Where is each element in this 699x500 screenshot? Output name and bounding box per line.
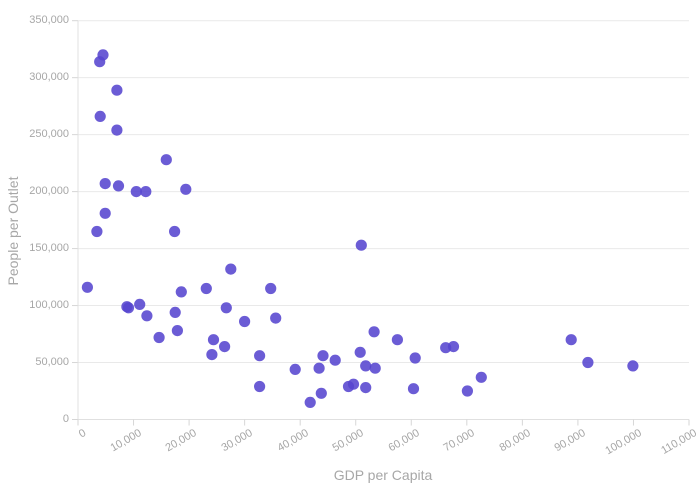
data-point[interactable] <box>160 154 172 166</box>
data-point[interactable] <box>111 124 123 136</box>
data-point[interactable] <box>111 84 123 96</box>
data-point[interactable] <box>169 225 181 238</box>
data-point[interactable] <box>175 286 187 298</box>
data-point[interactable] <box>360 360 372 372</box>
data-point[interactable] <box>99 178 111 190</box>
y-tick-label: 200,000 <box>29 185 69 198</box>
data-point[interactable] <box>200 282 212 295</box>
data-point[interactable] <box>99 207 111 219</box>
data-point[interactable] <box>355 239 367 251</box>
data-point[interactable] <box>369 362 381 374</box>
y-tick-label: 50,000 <box>35 356 69 369</box>
data-point[interactable] <box>94 110 106 122</box>
y-tick-label: 250,000 <box>29 128 69 141</box>
data-point[interactable] <box>134 298 146 310</box>
data-point[interactable] <box>239 315 251 328</box>
data-point[interactable] <box>206 349 218 361</box>
data-point[interactable] <box>153 331 165 344</box>
data-point[interactable] <box>225 263 237 275</box>
data-point[interactable] <box>254 350 266 362</box>
data-point[interactable] <box>582 356 594 369</box>
data-point[interactable] <box>313 362 325 374</box>
data-point[interactable] <box>360 382 372 394</box>
data-point[interactable] <box>265 282 277 295</box>
data-point[interactable] <box>347 378 360 390</box>
data-point[interactable] <box>368 326 380 338</box>
data-point[interactable] <box>475 371 487 383</box>
data-point[interactable] <box>91 225 103 238</box>
data-point[interactable] <box>254 380 266 393</box>
y-tick-label: 150,000 <box>29 242 69 255</box>
x-axis-title: GDP per Capita <box>333 467 433 483</box>
data-point[interactable] <box>315 387 327 399</box>
data-point[interactable] <box>141 310 153 322</box>
data-point[interactable] <box>627 360 639 372</box>
data-point[interactable] <box>391 334 403 346</box>
data-point[interactable] <box>317 350 329 362</box>
data-point[interactable] <box>130 186 142 198</box>
data-point[interactable] <box>81 281 93 293</box>
data-point[interactable] <box>329 354 341 366</box>
data-point[interactable] <box>407 383 420 395</box>
data-point[interactable] <box>207 334 220 346</box>
y-tick-label: 0 <box>62 413 69 425</box>
data-point[interactable] <box>354 346 366 358</box>
y-tick-label: 300,000 <box>29 71 69 84</box>
data-point[interactable] <box>461 385 473 397</box>
data-point[interactable] <box>171 325 183 337</box>
y-axis-title: People per Outlet <box>5 176 21 286</box>
data-point[interactable] <box>112 180 125 192</box>
data-point[interactable] <box>304 396 316 408</box>
y-tick-label: 100,000 <box>29 299 69 312</box>
data-point[interactable] <box>97 49 109 61</box>
data-point[interactable] <box>140 186 152 198</box>
data-point[interactable] <box>180 183 192 195</box>
data-point[interactable] <box>219 341 231 353</box>
data-point[interactable] <box>122 302 135 314</box>
data-point[interactable] <box>447 341 460 353</box>
data-point[interactable] <box>270 312 282 324</box>
data-point[interactable] <box>289 363 301 375</box>
data-point[interactable] <box>565 334 577 346</box>
data-point[interactable] <box>169 306 181 318</box>
data-point[interactable] <box>220 302 232 314</box>
y-tick-label: 350,000 <box>29 14 69 27</box>
data-point[interactable] <box>409 352 421 364</box>
